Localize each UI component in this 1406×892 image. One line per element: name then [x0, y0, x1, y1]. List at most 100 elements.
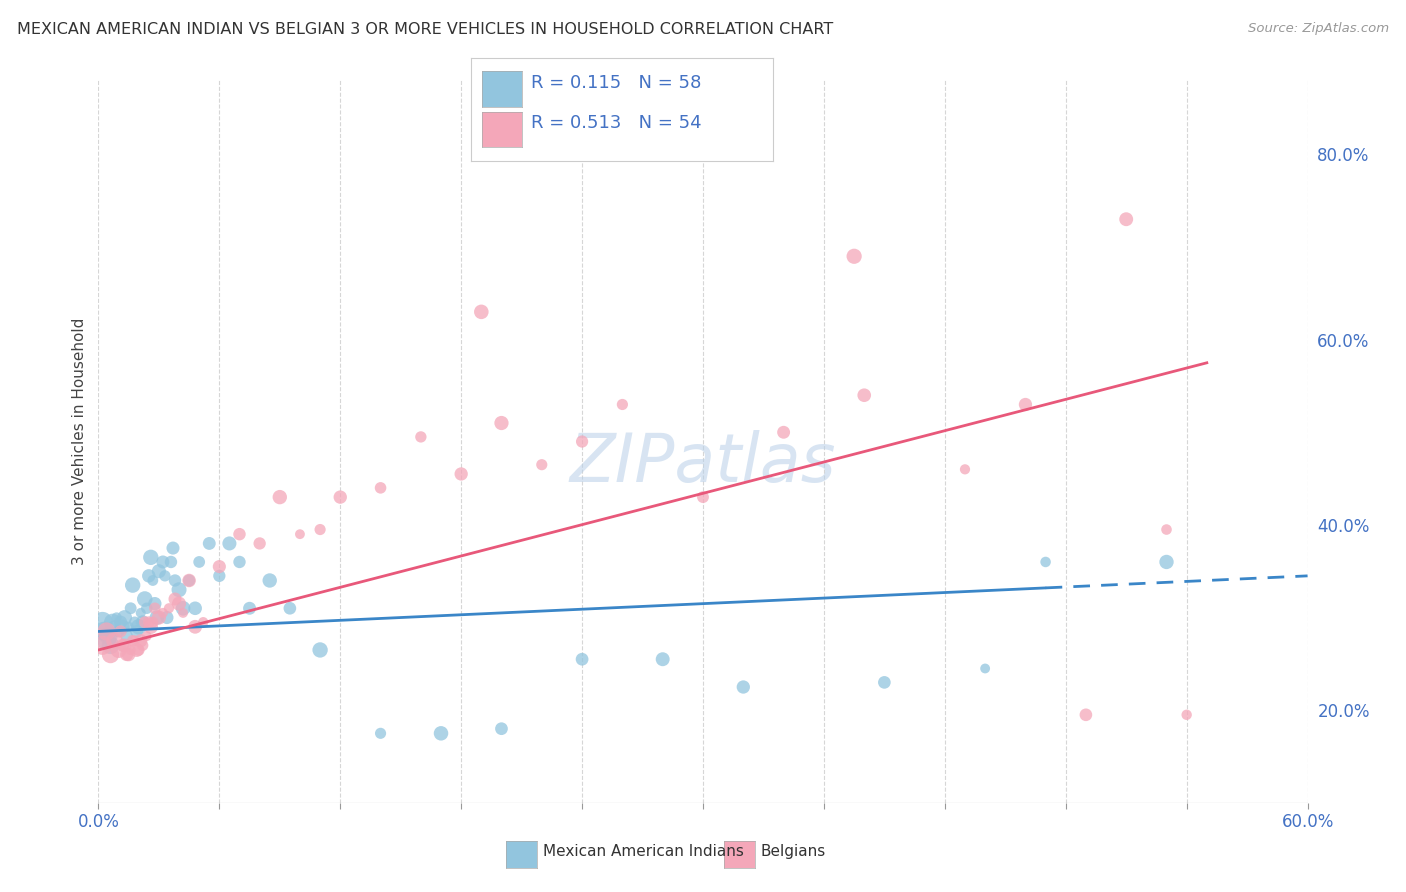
Point: [114, 610, 136, 624]
Point: [530, 458, 553, 472]
Point: [114, 638, 136, 652]
Point: [1014, 397, 1036, 411]
Point: [129, 606, 152, 620]
Point: [138, 615, 160, 630]
Point: [100, 648, 122, 662]
Point: [571, 434, 593, 449]
Point: [1074, 707, 1097, 722]
Point: [142, 615, 165, 630]
Point: [96, 633, 118, 648]
Point: [148, 564, 170, 578]
Point: [111, 638, 134, 652]
Point: [125, 643, 148, 657]
Point: [97, 629, 120, 643]
Point: [491, 416, 513, 430]
Point: [873, 675, 896, 690]
Point: [409, 430, 432, 444]
Point: [772, 425, 794, 440]
Point: [110, 624, 132, 639]
Point: [124, 615, 146, 630]
Point: [103, 620, 125, 634]
Point: [156, 610, 179, 624]
Point: [153, 569, 176, 583]
Point: [193, 615, 215, 630]
Point: [288, 527, 311, 541]
Point: [146, 610, 169, 624]
Point: [160, 555, 183, 569]
Point: [370, 726, 392, 740]
Point: [163, 574, 186, 588]
Point: [129, 633, 152, 648]
Point: [134, 592, 156, 607]
Point: [228, 527, 250, 541]
Point: [1156, 555, 1178, 569]
Text: R = 0.513   N = 54: R = 0.513 N = 54: [531, 114, 702, 132]
Point: [100, 638, 122, 652]
Point: [162, 541, 184, 555]
Point: [208, 559, 231, 574]
Point: [115, 648, 138, 662]
Point: [152, 606, 174, 620]
Point: [120, 601, 142, 615]
Point: [228, 555, 250, 569]
Point: [370, 481, 392, 495]
Point: [167, 597, 190, 611]
Text: R = 0.115   N = 58: R = 0.115 N = 58: [531, 74, 702, 92]
Point: [132, 638, 155, 652]
Point: [128, 620, 150, 634]
Point: [198, 536, 221, 550]
Text: ZIPatlas: ZIPatlas: [569, 430, 837, 496]
Point: [172, 601, 194, 615]
Point: [132, 615, 155, 630]
Point: [148, 610, 170, 624]
Point: [329, 490, 352, 504]
Point: [91, 615, 114, 630]
Point: [733, 680, 755, 694]
Point: [105, 610, 128, 624]
Point: [152, 555, 174, 569]
Point: [844, 249, 866, 263]
Point: [120, 643, 142, 657]
Point: [1035, 555, 1057, 569]
Point: [218, 536, 240, 550]
Text: Mexican American Indians: Mexican American Indians: [543, 845, 744, 859]
Text: MEXICAN AMERICAN INDIAN VS BELGIAN 3 OR MORE VEHICLES IN HOUSEHOLD CORRELATION C: MEXICAN AMERICAN INDIAN VS BELGIAN 3 OR …: [17, 22, 834, 37]
Point: [143, 601, 166, 615]
Point: [692, 490, 714, 504]
Point: [91, 638, 114, 652]
Point: [470, 305, 492, 319]
Point: [179, 574, 201, 588]
Point: [118, 648, 141, 662]
Point: [138, 569, 160, 583]
Y-axis label: 3 or more Vehicles in Household: 3 or more Vehicles in Household: [72, 318, 87, 566]
Point: [135, 601, 157, 615]
Point: [172, 606, 194, 620]
Point: [124, 633, 146, 648]
Text: Belgians: Belgians: [761, 845, 825, 859]
Point: [121, 633, 143, 648]
Point: [139, 620, 162, 634]
Point: [163, 592, 186, 607]
Point: [208, 569, 231, 583]
Point: [1156, 523, 1178, 537]
Point: [128, 643, 150, 657]
Point: [953, 462, 976, 476]
Point: [179, 574, 201, 588]
Point: [121, 578, 143, 592]
Point: [134, 615, 156, 630]
Point: [651, 652, 673, 666]
Point: [139, 550, 162, 565]
Point: [184, 601, 207, 615]
Point: [135, 629, 157, 643]
Point: [142, 574, 165, 588]
Point: [309, 643, 332, 657]
Point: [249, 536, 271, 550]
Point: [188, 555, 211, 569]
Point: [430, 726, 453, 740]
Point: [269, 490, 291, 504]
Point: [115, 629, 138, 643]
Point: [853, 388, 876, 402]
Point: [974, 661, 997, 675]
Point: [143, 597, 166, 611]
Point: [110, 615, 132, 630]
